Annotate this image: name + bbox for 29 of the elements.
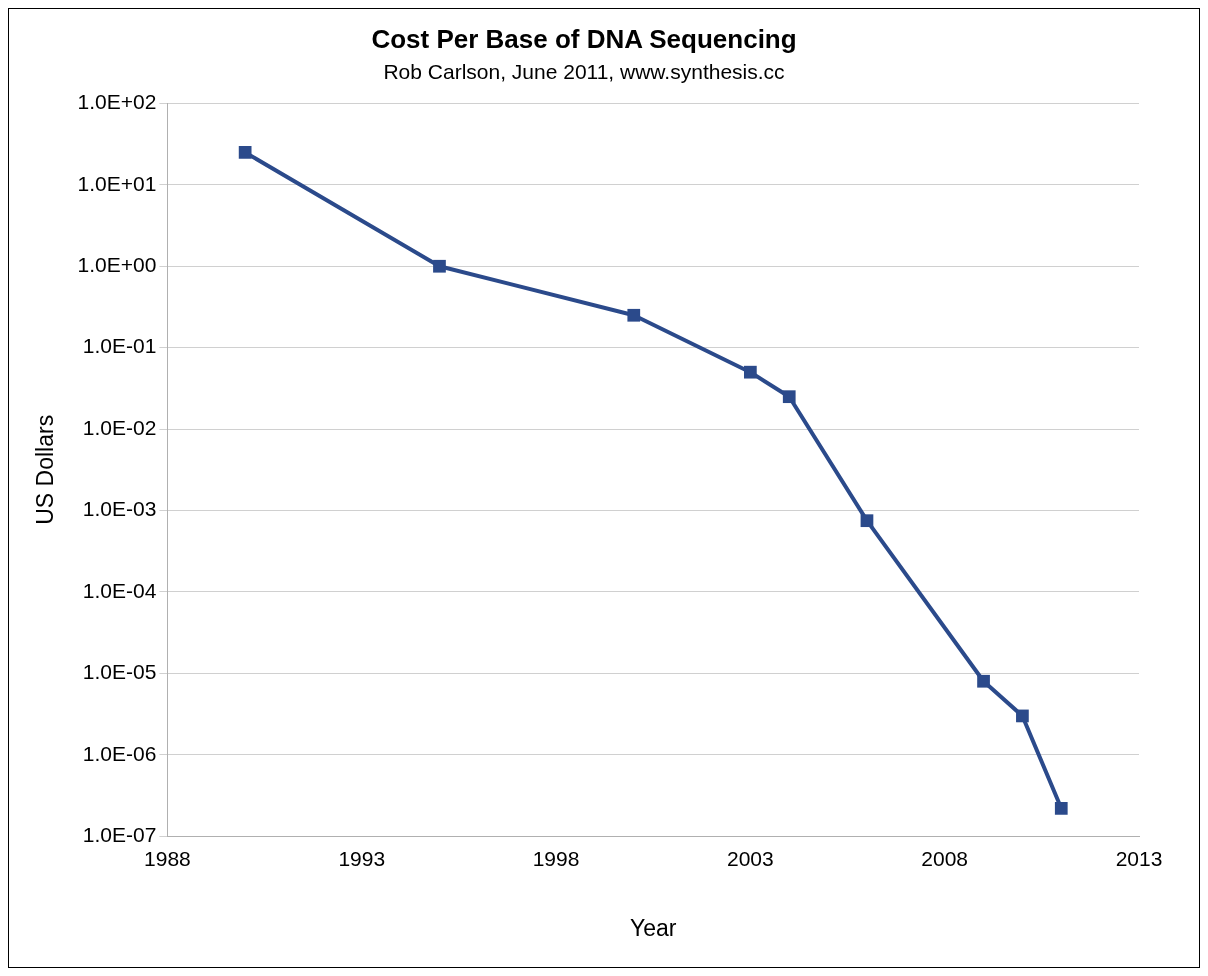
point xyxy=(1016,709,1029,723)
x-tick-label: 2003 xyxy=(727,846,774,870)
x-tick-label: 1988 xyxy=(144,846,191,870)
x-tick-label: 2008 xyxy=(921,846,969,870)
y-tick-label: 1.0E-04 xyxy=(82,578,157,602)
y-tick-label: 1.0E-07 xyxy=(82,823,157,846)
chart-subtitle: Rob Carlson, June 2011, www.synthesis.cc xyxy=(383,59,785,83)
chart-title: Cost Per Base of DNA Sequencing xyxy=(371,23,797,54)
point xyxy=(238,146,252,159)
point xyxy=(860,514,874,528)
point xyxy=(627,308,641,322)
point xyxy=(977,674,990,688)
y-tick-label: 1.0E+02 xyxy=(77,90,157,114)
x-axis-title: Year xyxy=(629,914,677,941)
y-tick-label: 1.0E-03 xyxy=(82,497,157,521)
y-tick-label: 1.0E-05 xyxy=(82,660,157,684)
point xyxy=(433,259,446,273)
x-tick-label: 1998 xyxy=(532,846,580,870)
y-tick-label: 1.0E-06 xyxy=(82,741,157,765)
point xyxy=(744,365,757,379)
x-tick-label: 2013 xyxy=(1115,846,1163,870)
point xyxy=(1054,801,1068,815)
y-tick-label: 1.0E-01 xyxy=(82,334,157,358)
x-tick-label: 1993 xyxy=(338,846,386,870)
y-tick-label: 1.0E-02 xyxy=(82,415,157,439)
y-tick-label: 1.0E+01 xyxy=(77,171,157,195)
y-axis-title: US Dollars xyxy=(32,414,59,525)
y-tick-label: 1.0E+00 xyxy=(77,253,157,277)
point xyxy=(782,390,796,404)
